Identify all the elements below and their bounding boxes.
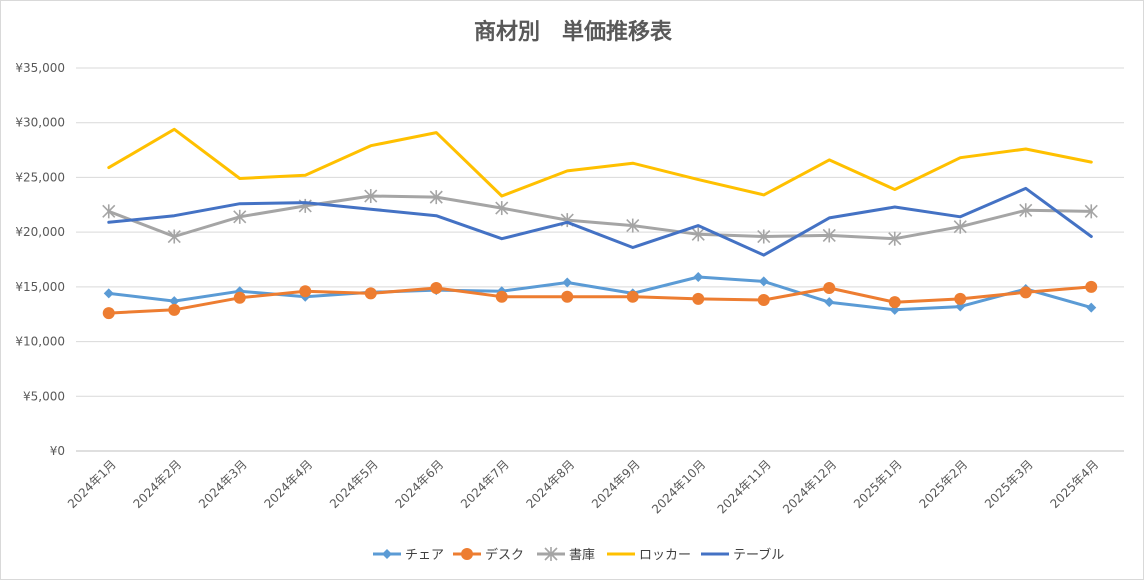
data-point-diamond [824,297,835,308]
data-point-star [429,190,443,205]
data-point-circle [461,548,473,560]
series-3 [107,127,1093,198]
data-point-star [364,189,378,204]
x-tick-label: 2024年4月 [261,457,315,511]
legend-label: テーブル [733,547,784,563]
y-tick-label: ¥15,000 [15,280,65,294]
data-point-star [888,231,902,246]
data-point-diamond [562,277,573,288]
gridlines [76,67,1124,452]
legend-item: ロッカー [607,548,691,563]
data-point-diamond [693,272,704,283]
x-tick-label: 2024年7月 [458,457,512,511]
y-tick-label: ¥5,000 [23,389,65,403]
series-line [107,275,1093,312]
data-point-star [233,209,247,224]
series-line [107,194,1093,241]
y-tick-label: ¥25,000 [15,170,65,184]
x-tick-label: 2024年10月 [649,457,708,516]
x-tick-label: 2024年9月 [589,457,643,511]
data-point-diamond [1086,302,1097,313]
x-axis: 2024年1月 2024年2月 2024年3月 2024年4月 2024年5月 2024年… [65,457,1101,516]
series-4 [107,186,1093,257]
data-point-star [1084,204,1098,219]
data-point-star [953,219,967,234]
y-tick-label: ¥10,000 [15,335,65,349]
series-line [107,127,1093,198]
legend-item: 書庫 [537,547,595,563]
legend-label: デスク [485,547,524,563]
series-group [102,127,1098,320]
data-point-star [544,547,558,561]
y-tick-label: ¥35,000 [15,61,65,75]
y-tick-label: ¥20,000 [15,225,65,239]
data-point-star [167,229,181,244]
data-point-star [626,218,640,233]
y-tick-label: ¥30,000 [15,116,65,130]
data-point-circle [757,293,770,306]
x-tick-label: 2024年12月 [780,457,839,516]
x-tick-label: 2024年11月 [715,457,774,516]
y-axis: ¥0 ¥5,000 ¥10,000 ¥15,000 ¥20,000 ¥25,000 ¥30,… [15,61,65,458]
chart-title: 商材別 単価推移表 [474,19,673,45]
data-point-star [495,201,509,216]
legend-item: チェア [373,548,444,563]
data-point-circle [954,292,967,305]
x-tick-label: 2025年3月 [982,457,1036,511]
legend: チェア デスク 書庫 ロッカー テーブル [373,547,784,563]
data-point-diamond [382,549,392,559]
x-tick-label: 2024年5月 [327,457,381,511]
data-point-circle [823,281,836,294]
data-point-circle [168,303,181,316]
data-point-circle [561,290,574,303]
data-point-circle [692,292,705,305]
legend-item: デスク [453,547,524,563]
data-point-circle [430,281,443,294]
data-point-star [757,229,771,244]
legend-label: チェア [405,548,444,563]
data-point-diamond [103,288,114,299]
series-line [107,186,1093,257]
data-point-star [691,227,705,242]
data-point-circle [233,291,246,304]
x-tick-label: 2025年1月 [851,457,905,511]
data-point-circle [364,287,377,300]
data-point-circle [1085,280,1098,293]
data-point-circle [888,296,901,309]
data-point-star [822,228,836,243]
y-tick-label: ¥0 [50,444,65,458]
data-point-circle [495,290,508,303]
data-point-diamond [169,296,180,307]
x-tick-label: 2025年2月 [916,457,970,511]
data-point-circle [102,307,115,320]
x-tick-label: 2024年8月 [523,457,577,511]
series-2 [102,189,1098,246]
data-point-circle [1019,286,1032,299]
data-point-circle [299,285,312,298]
series-0 [103,272,1097,315]
x-tick-label: 2024年1月 [65,457,119,511]
x-tick-label: 2024年6月 [392,457,446,511]
legend-label: ロッカー [639,548,691,563]
legend-label: 書庫 [569,548,595,563]
data-point-circle [626,290,639,303]
x-tick-label: 2025年4月 [1047,457,1101,511]
series-1 [102,280,1098,320]
data-point-star [102,204,116,219]
legend-item: テーブル [701,547,784,563]
data-point-star [1019,203,1033,218]
x-tick-label: 2024年3月 [196,457,250,511]
data-point-diamond [758,276,769,287]
x-tick-label: 2024年2月 [130,457,184,511]
series-line [107,285,1093,315]
